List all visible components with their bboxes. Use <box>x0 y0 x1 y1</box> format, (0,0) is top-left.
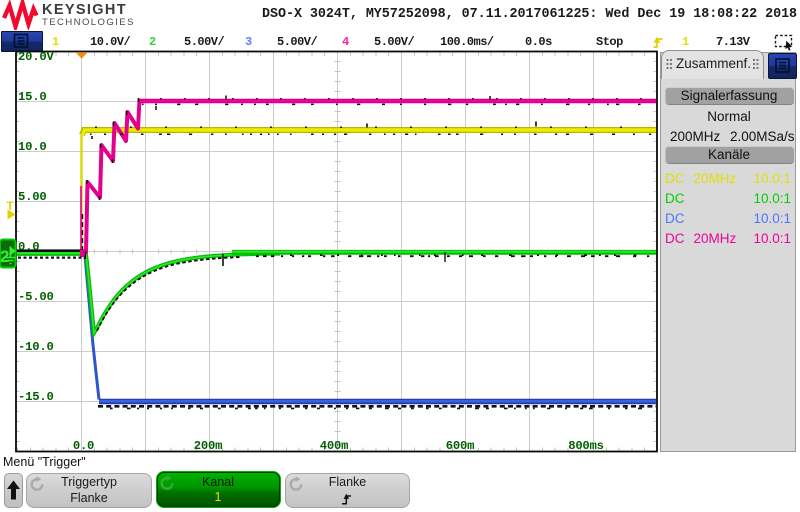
svg-text:-5.00: -5.00 <box>18 290 54 304</box>
svg-text:600m: 600m <box>446 439 474 453</box>
svg-text:400m: 400m <box>320 439 348 453</box>
svg-text:0.0: 0.0 <box>18 240 39 254</box>
svg-text:200m: 200m <box>194 439 222 453</box>
svg-text:2: 2 <box>0 247 9 266</box>
svg-text:800ms: 800ms <box>568 439 604 453</box>
svg-text:-10.0: -10.0 <box>18 340 54 354</box>
svg-text:0.0: 0.0 <box>73 439 94 453</box>
svg-text:20.0V: 20.0V <box>18 50 54 64</box>
svg-text:-15.0: -15.0 <box>18 390 54 404</box>
svg-text:5.00: 5.00 <box>18 190 46 204</box>
svg-text:10.0: 10.0 <box>18 140 46 154</box>
svg-text:15.0: 15.0 <box>18 90 46 104</box>
svg-text:T: T <box>7 199 15 213</box>
